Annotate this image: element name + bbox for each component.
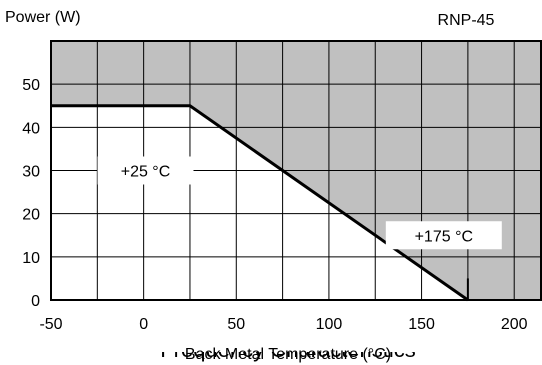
x-tick-label: -50 <box>39 316 62 333</box>
x-tick-labels: -50 0 50 100 150 200 <box>39 316 527 333</box>
plot-frame <box>50 40 542 301</box>
annotation-25c: +25 °C <box>97 156 194 185</box>
annotation-25c-label: +25 °C <box>121 164 171 181</box>
y-tick-label: 30 <box>22 164 40 181</box>
x-tick-label: 200 <box>501 316 528 333</box>
model-label: RNP-45 <box>438 12 495 29</box>
x-tick-label: 50 <box>227 316 245 333</box>
y-tick-label: 20 <box>22 207 40 224</box>
y-tick-label: 40 <box>22 120 40 137</box>
y-axis-label: Power (W) <box>5 9 81 26</box>
y-tick-label: 0 <box>31 293 40 310</box>
annotation-175c-background <box>385 221 502 250</box>
annotation-175c-label: +175 °C <box>415 228 473 245</box>
x-tick-label: 100 <box>316 316 343 333</box>
y-tick-labels: 0 10 20 30 40 50 <box>22 77 40 310</box>
heading-mask <box>0 340 542 352</box>
y-tick-label: 10 <box>22 250 40 267</box>
annotation-175c: +175 °C <box>385 221 502 250</box>
x-tick-label: 150 <box>408 316 435 333</box>
x-tick-label: 0 <box>139 316 148 333</box>
x-axis-label: Back Metal Temperature (°C) <box>185 346 391 363</box>
y-tick-label: 50 <box>22 77 40 94</box>
derating-curve <box>51 104 469 302</box>
safe-operating-area <box>51 105 468 300</box>
annotation-25c-background <box>97 156 194 185</box>
